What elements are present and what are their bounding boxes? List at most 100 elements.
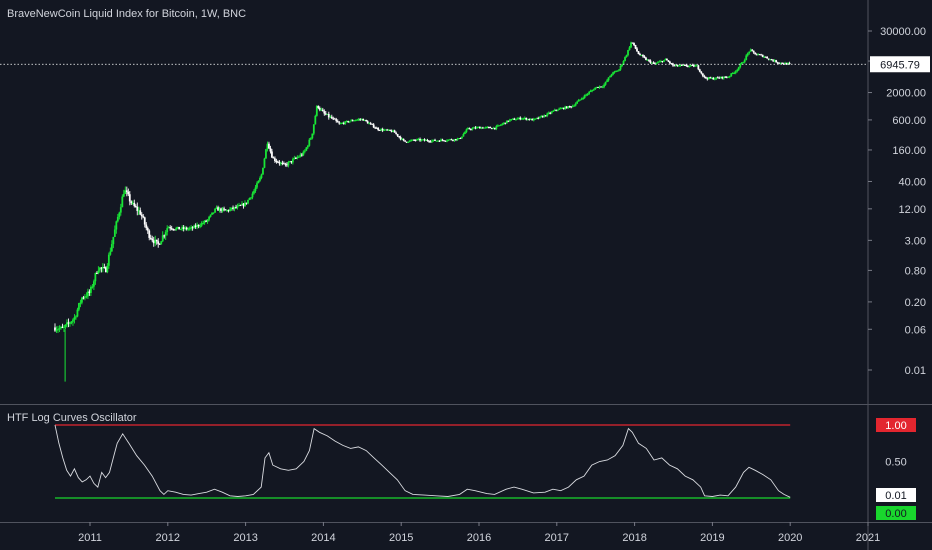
price-tick-label: 0.80 xyxy=(905,265,926,277)
candle-body xyxy=(785,62,788,65)
candle-body xyxy=(549,112,552,114)
candle-body xyxy=(81,297,83,303)
candle-body xyxy=(631,42,634,44)
candle-body xyxy=(320,109,323,111)
candle-body xyxy=(715,77,718,79)
candle-body xyxy=(254,187,257,191)
candle-body xyxy=(291,159,294,163)
candle-body xyxy=(456,138,459,141)
candle-body xyxy=(84,296,86,298)
candle-body xyxy=(784,62,787,64)
candle-body xyxy=(496,125,499,127)
candle-body xyxy=(477,127,480,129)
candle-body xyxy=(196,224,199,228)
oscillator-value-tag-bg xyxy=(876,488,916,502)
candle-body xyxy=(345,121,348,123)
candle-body xyxy=(550,111,553,114)
candle-body xyxy=(428,140,430,142)
candle-body xyxy=(577,99,580,102)
time-tick-label: 2014 xyxy=(311,532,335,544)
candle-body xyxy=(82,297,85,299)
candle-body xyxy=(333,118,336,120)
candle-body xyxy=(674,64,677,66)
candle-body xyxy=(69,322,71,324)
oscillator-value-tag: 0.01 xyxy=(885,490,906,502)
candle-body xyxy=(458,138,460,140)
candle-body xyxy=(60,326,62,329)
candle-body xyxy=(395,132,398,134)
candle-body xyxy=(191,227,194,229)
candle-body xyxy=(642,55,644,57)
candle-body xyxy=(125,190,128,192)
time-axis[interactable]: 2011 2012 2013 2014 2015 2016 2017 2018 2019 2020… xyxy=(78,522,880,544)
candle-body xyxy=(546,113,549,117)
candle-body xyxy=(88,291,91,293)
upper-band-tag-bg xyxy=(876,418,916,432)
candle-body xyxy=(272,157,275,159)
candle-body xyxy=(363,119,366,121)
candle-body xyxy=(718,77,721,79)
candle-body xyxy=(365,119,368,122)
candle-body xyxy=(440,139,442,142)
candle-body xyxy=(124,190,127,194)
candle-body xyxy=(242,203,245,207)
candle-body xyxy=(359,119,362,121)
candle-body xyxy=(709,77,712,79)
oscillator-title: HTF Log Curves Oscillator xyxy=(7,412,137,424)
candle-body xyxy=(389,129,392,131)
candle-body xyxy=(354,120,357,122)
candle-body xyxy=(655,62,658,64)
candle-body xyxy=(262,167,264,175)
candle-body xyxy=(618,69,620,71)
candle-body xyxy=(752,50,755,53)
candle-body xyxy=(217,207,219,211)
candle-body xyxy=(651,62,653,64)
candle-body xyxy=(576,101,579,104)
candle-body xyxy=(691,64,694,66)
candle-body xyxy=(308,139,311,146)
candle-body xyxy=(782,63,785,65)
candle-body xyxy=(634,44,637,49)
candle-body xyxy=(591,90,594,92)
candle-body xyxy=(107,254,110,266)
candle-body xyxy=(462,134,465,137)
candle-body xyxy=(293,157,296,160)
candle-body xyxy=(664,59,667,61)
last-price-tag xyxy=(870,56,930,73)
candle-body xyxy=(661,61,664,63)
candle-body xyxy=(212,212,215,214)
lower-band-tag-bg xyxy=(876,506,916,520)
candle-body xyxy=(722,76,725,79)
candle-body xyxy=(613,71,616,73)
candle-body xyxy=(597,86,599,88)
candle-body xyxy=(371,123,374,125)
candle-body xyxy=(700,71,703,74)
candle-body xyxy=(224,209,227,211)
price-tick-label: 600.00 xyxy=(892,115,926,127)
price-axis[interactable]: 30000.008000.002000.00600.00160.0040.001… xyxy=(868,26,930,520)
candle-body xyxy=(689,64,692,66)
candle-body xyxy=(438,140,441,142)
candle-body xyxy=(257,180,260,184)
candle-body xyxy=(558,108,561,110)
candle-body xyxy=(275,160,278,162)
candle-body xyxy=(134,206,137,208)
candle-body xyxy=(64,324,67,327)
candle-body xyxy=(290,161,293,163)
candle-body xyxy=(489,127,492,129)
candle-body xyxy=(682,64,685,66)
candle-body xyxy=(778,62,781,64)
candle-body xyxy=(268,143,270,149)
candle-body xyxy=(540,116,543,118)
candle-body xyxy=(556,109,559,111)
time-tick-label: 2017 xyxy=(545,532,569,544)
candle-body xyxy=(588,91,591,94)
candle-body xyxy=(648,59,650,61)
candle-body xyxy=(87,291,89,297)
candle-body xyxy=(775,60,778,63)
candle-body xyxy=(235,206,237,208)
candle-body xyxy=(525,117,528,120)
candle-body xyxy=(164,232,167,236)
candle-body xyxy=(378,129,381,131)
